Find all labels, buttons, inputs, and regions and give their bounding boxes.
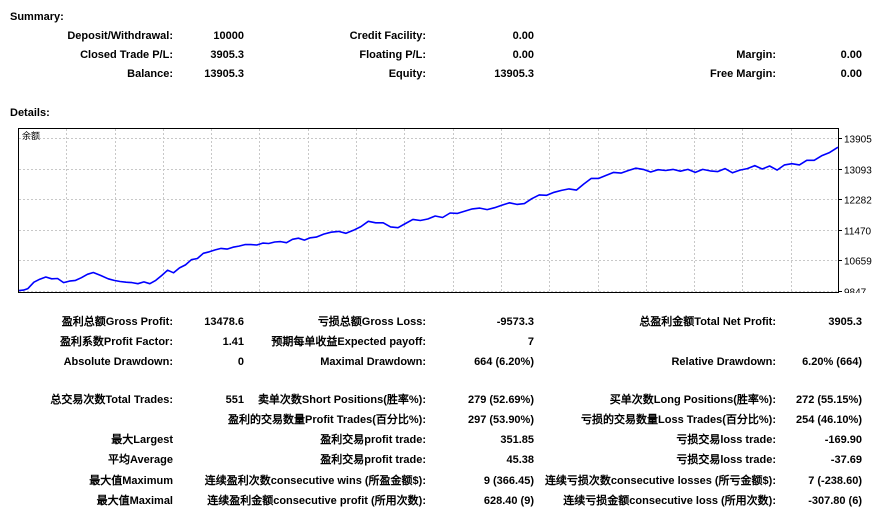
details-row-1-col3-label: 总盈利金额Total Net Profit: — [639, 316, 776, 328]
details-row-4-col3-label: 买单次数Long Positions(胜率%): — [609, 394, 776, 406]
y-tick-label: 9847 — [844, 288, 867, 294]
details-row-8-col2-label: 连续盈利次数consecutive wins (所盈金额$): — [204, 475, 426, 487]
details-row-5-col2-value: 297 (53.90%) — [467, 414, 534, 426]
details-row-6-col3-value: -169.90 — [824, 434, 862, 446]
details-row-9-col3-value: -307.80 (6) — [808, 495, 862, 507]
y-tick-label: 10659 — [844, 257, 872, 268]
details-row-3-col3-label: Relative Drawdown: — [671, 356, 776, 368]
details-row-2-col2-label: 预期每单收益Expected payoff: — [271, 336, 426, 348]
details-title: Details: — [10, 107, 50, 119]
details-row-7-col3-label: 亏损交易loss trade: — [676, 454, 776, 466]
floating-value: 0.00 — [512, 49, 534, 61]
details-row-5-col3-label: 亏损的交易数量Loss Trades(百分比%): — [581, 414, 776, 426]
chart-frame — [18, 128, 839, 293]
details-row-3-col1-value: 0 — [237, 356, 244, 368]
details-row-3-col2-value: 664 (6.20%) — [474, 356, 534, 368]
y-tick-label: 13093 — [844, 166, 872, 177]
details-row-4-col1-value: 551 — [225, 394, 244, 406]
equity-label: Equity: — [388, 68, 426, 80]
details-row-5-col2-label: 盈利的交易数量Profit Trades(百分比%): — [227, 414, 426, 426]
deposit-value: 10000 — [213, 30, 244, 42]
details-row-4-col2-value: 279 (52.69%) — [467, 394, 534, 406]
details-row-9-col3-label: 连续亏损金额consecutive loss (所用次数): — [563, 495, 776, 507]
details-row-8-col3-label: 连续亏损次数consecutive losses (所亏金额$): — [544, 475, 776, 487]
margin-value: 0.00 — [840, 49, 862, 61]
details-row-3-col3-value: 6.20% (664) — [802, 356, 862, 368]
details-row-8-col3-value: 7 (-238.60) — [808, 475, 862, 487]
details-row-6-col2-label: 盈利交易profit trade: — [320, 434, 426, 446]
details-row-9-col2-value: 628.40 (9) — [483, 495, 534, 507]
balance-chart: 9847 10659 11470 12282 13093 13905 余额 — [18, 128, 879, 293]
details-row-7-col1-label: 平均Average — [107, 454, 173, 466]
balance-series-line — [18, 146, 839, 292]
details-row-3-col1-label: Absolute Drawdown: — [63, 356, 173, 368]
details-row-2-col1-value: 1.41 — [222, 336, 244, 348]
y-tick-label: 13905 — [844, 135, 872, 146]
details-row-4-col2-label: 卖单次数Short Positions(胜率%): — [257, 394, 426, 406]
details-row-1-col1-label: 盈利总额Gross Profit: — [61, 316, 173, 328]
free-margin-value: 0.00 — [840, 68, 862, 80]
credit-label: Credit Facility: — [349, 30, 426, 42]
details-row-7-col3-value: -37.69 — [830, 454, 862, 466]
floating-label: Floating P/L: — [359, 49, 426, 61]
details-row-1-col1-value: 13478.6 — [204, 316, 244, 328]
details-row-9-col2-label: 连续盈利金额consecutive profit (所用次数): — [207, 495, 426, 507]
details-row-7-col2-value: 45.38 — [506, 454, 534, 466]
details-row-4-col3-value: 272 (55.15%) — [795, 394, 862, 406]
y-tick-label: 12282 — [844, 196, 872, 207]
balance-value: 13905.3 — [204, 68, 244, 80]
details-row-7-col2-label: 盈利交易profit trade: — [320, 454, 426, 466]
balance-label: Balance: — [127, 68, 173, 80]
summary-title: Summary: — [10, 11, 64, 23]
deposit-label: Deposit/Withdrawal: — [67, 30, 173, 42]
details-row-1-col2-label: 亏损总额Gross Loss: — [317, 316, 426, 328]
margin-label: Margin: — [736, 49, 776, 61]
balance-chart-svg: 9847 10659 11470 12282 13093 13905 余额 — [18, 128, 872, 294]
details-row-1-col2-value: -9573.3 — [496, 316, 534, 328]
details-row-1-col3-value: 3905.3 — [828, 316, 862, 328]
details-row-6-col1-label: 最大Largest — [111, 434, 173, 446]
details-row-4-col1-label: 总交易次数Total Trades: — [50, 394, 173, 406]
free-margin-label: Free Margin: — [709, 68, 776, 80]
closed-pl-label: Closed Trade P/L: — [80, 49, 173, 61]
y-tick-label: 11470 — [844, 227, 872, 238]
details-row-3-col2-label: Maximal Drawdown: — [320, 356, 426, 368]
equity-value: 13905.3 — [494, 68, 534, 80]
details-row-6-col3-label: 亏损交易loss trade: — [676, 434, 776, 446]
details-row-6-col2-value: 351.85 — [500, 434, 534, 446]
closed-pl-value: 3905.3 — [210, 49, 244, 61]
details-row-2-col1-label: 盈利系数Profit Factor: — [59, 336, 173, 348]
chart-title: 余额 — [22, 130, 40, 141]
credit-value: 0.00 — [512, 30, 534, 42]
details-row-5-col3-value: 254 (46.10%) — [795, 414, 862, 426]
details-row-8-col2-value: 9 (366.45) — [483, 475, 534, 487]
details-row-9-col1-label: 最大值Maximal — [96, 495, 173, 507]
details-row-8-col1-label: 最大值Maximum — [89, 475, 173, 487]
details-row-2-col2-value: 7 — [527, 336, 534, 348]
